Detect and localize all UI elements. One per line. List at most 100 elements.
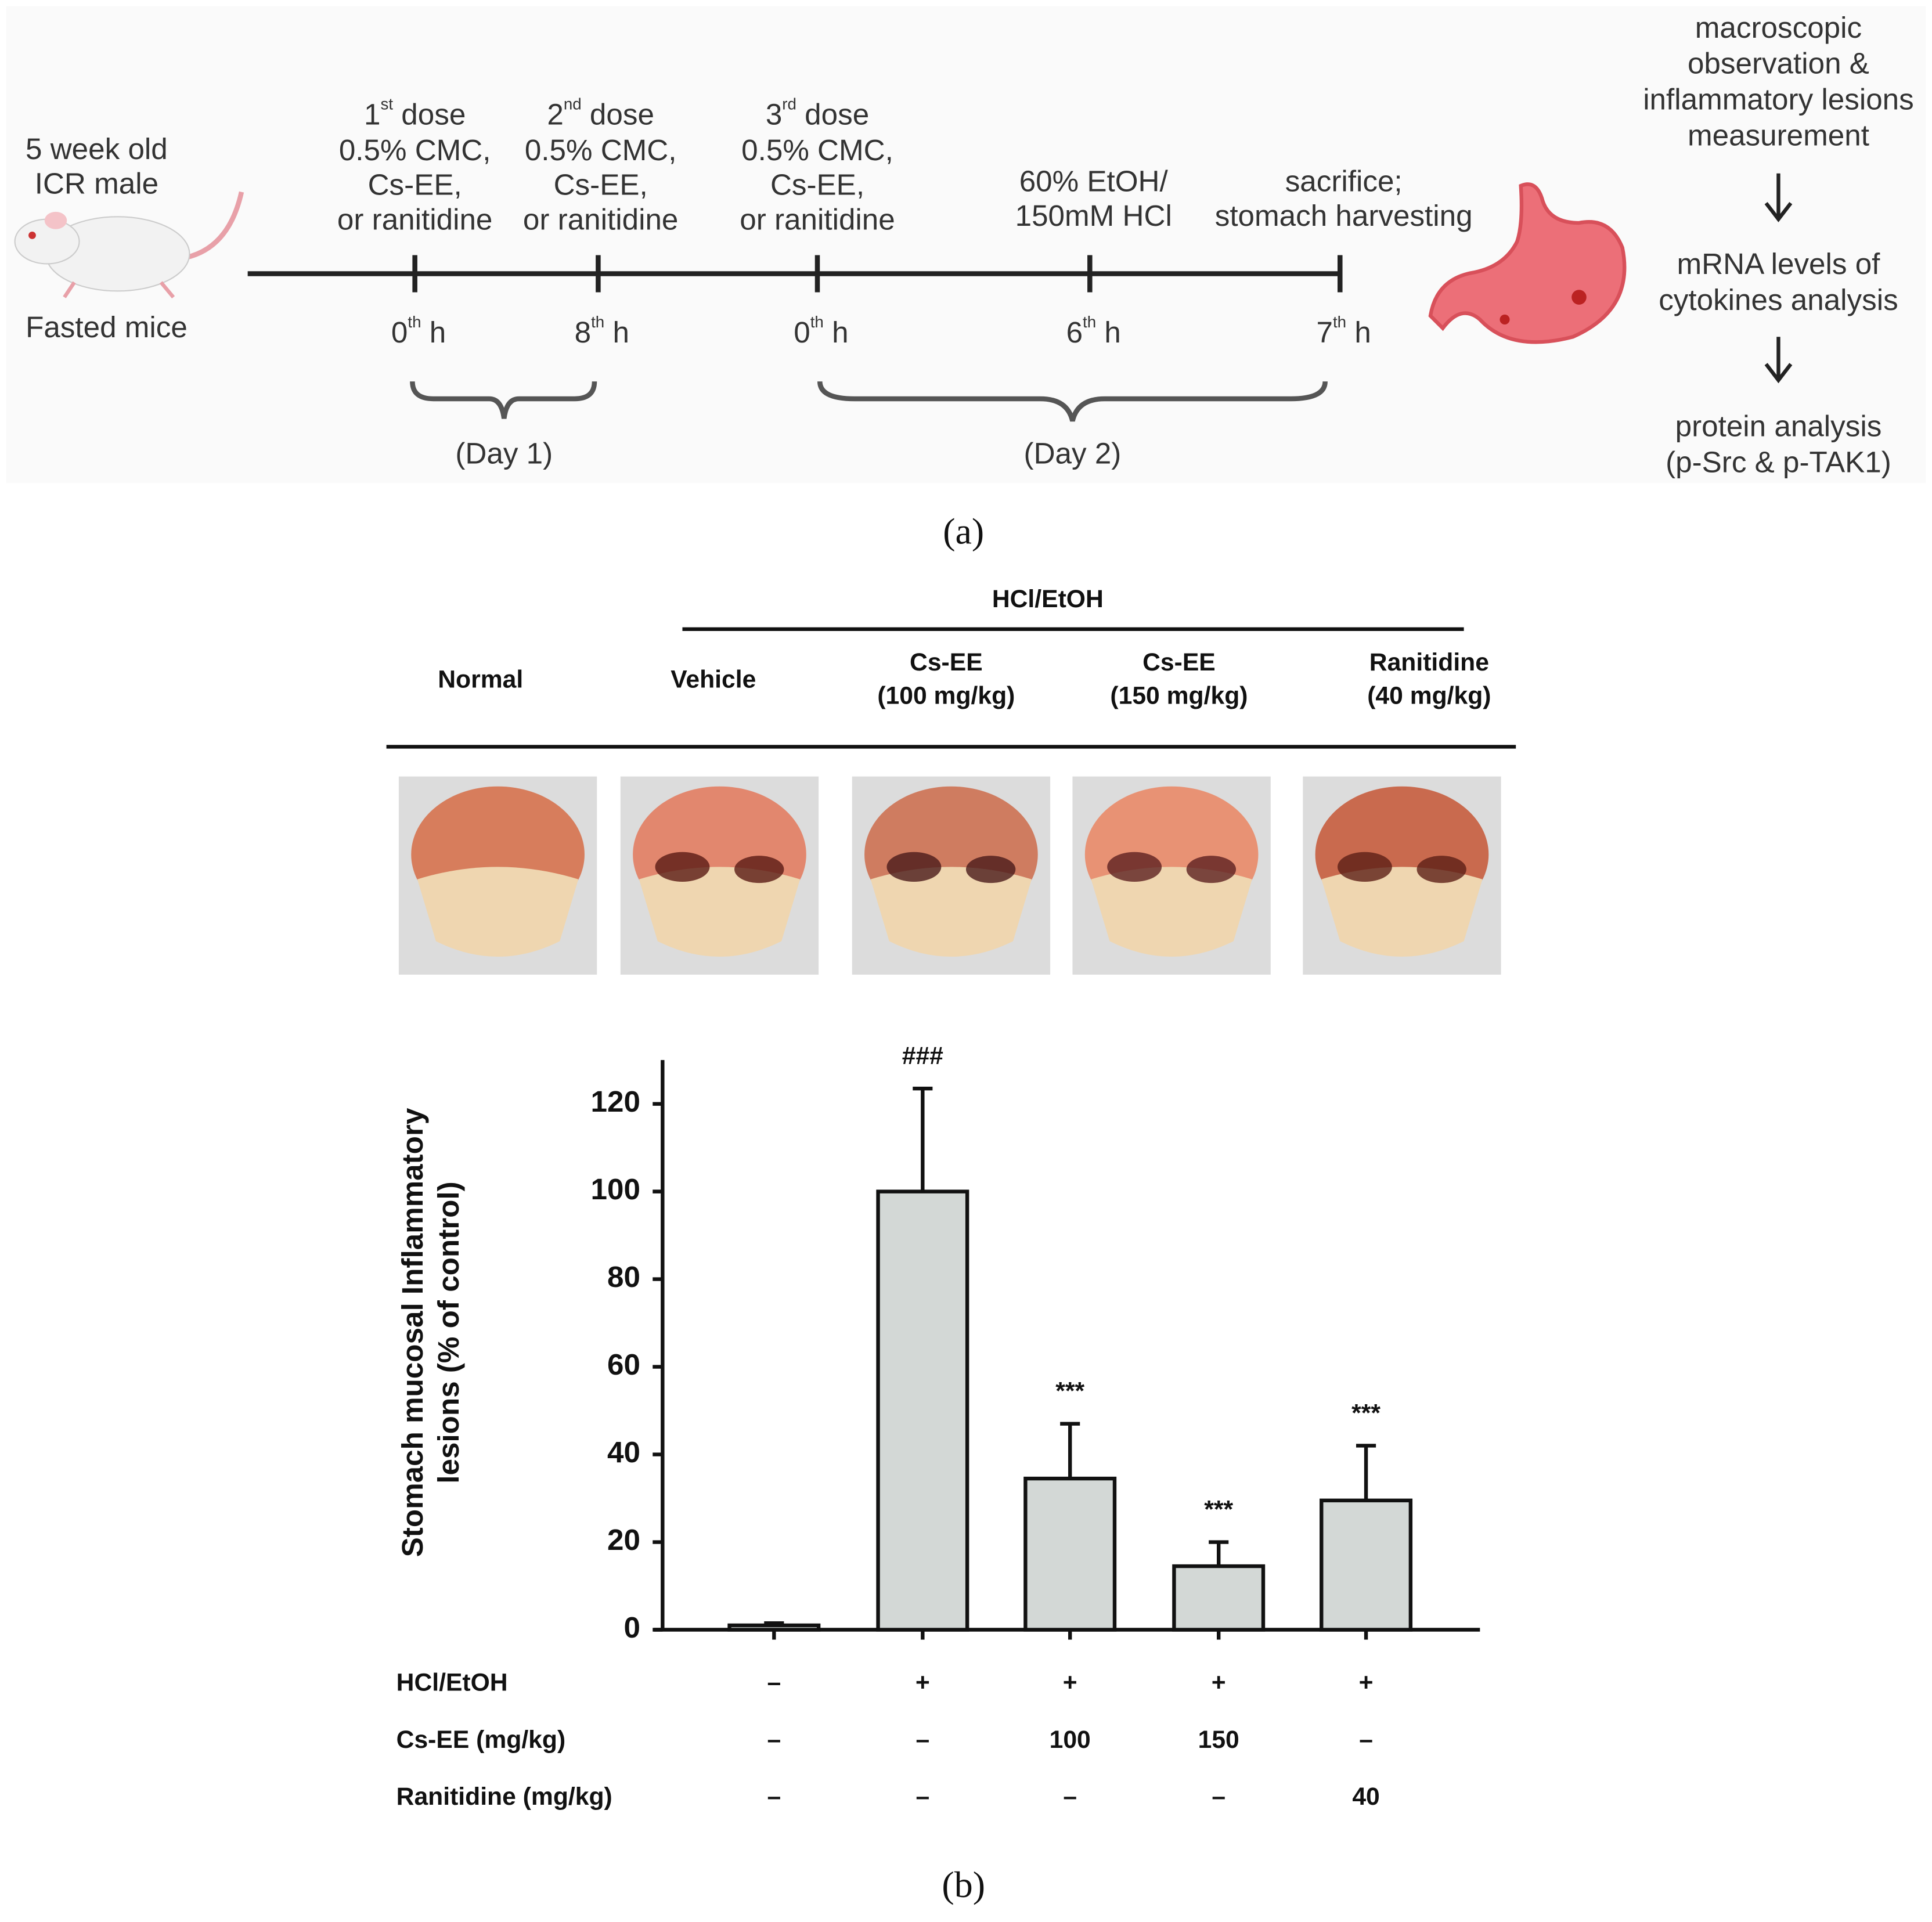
- number: 3: [766, 98, 782, 131]
- superscript: th: [1333, 313, 1346, 331]
- dose-heading: 3rd dose: [766, 95, 869, 131]
- step-line: cytokines analysis: [1659, 283, 1898, 316]
- day-braces: [410, 381, 1328, 422]
- bar: [1320, 1498, 1413, 1632]
- photo-lesion: [886, 852, 942, 882]
- y-axis-label: Stomach mucosal Inflammatory: [396, 1108, 429, 1557]
- step-line: measurement: [1688, 118, 1869, 152]
- dose-line: Cs-EE,: [554, 168, 648, 201]
- superscript: rd: [782, 95, 796, 113]
- group-label: HCl/EtOH: [992, 585, 1104, 613]
- time-label: 6th h: [1066, 313, 1121, 348]
- error-bar: [1356, 1444, 1376, 1501]
- error-bar: [913, 1087, 933, 1192]
- event-line: sacrifice;: [1285, 164, 1403, 197]
- suffix: h: [1346, 316, 1371, 349]
- column-header: Normal: [438, 666, 523, 694]
- time-label: 0th h: [794, 313, 848, 348]
- column-header: (100 mg/kg): [877, 681, 1015, 709]
- row-cell: +: [1063, 1669, 1077, 1697]
- bar: [876, 1189, 969, 1632]
- superscript: th: [1083, 313, 1096, 331]
- stomach-icon: [1428, 182, 1627, 344]
- event-line: stomach harvesting: [1215, 199, 1473, 232]
- time-label: 0th h: [391, 313, 446, 348]
- row-cell: +: [1212, 1669, 1226, 1697]
- photo-lesion: [1338, 852, 1392, 882]
- y-tick-label: 120: [591, 1085, 640, 1118]
- row-cell: 40: [1352, 1783, 1379, 1811]
- row-cell: –: [767, 1669, 781, 1697]
- mouse-icon: [14, 191, 244, 299]
- panel-label: (b): [942, 1864, 985, 1905]
- dose-heading: 2nd dose: [547, 95, 654, 131]
- significance-label: ***: [1351, 1399, 1380, 1427]
- dose-line: or ranitidine: [523, 203, 678, 236]
- bar: [1023, 1476, 1117, 1632]
- time-label: 8th h: [575, 313, 629, 348]
- error-bar: [1060, 1422, 1080, 1479]
- superscript: th: [591, 313, 604, 331]
- suffix: h: [604, 316, 629, 349]
- significance-label: ***: [1055, 1378, 1084, 1405]
- step-line: inflammatory lesions: [1643, 82, 1914, 116]
- dose-heading: 1st dose: [364, 95, 466, 131]
- error-bar: [1209, 1540, 1229, 1567]
- dose-line: Cs-EE,: [770, 168, 864, 201]
- photo-lesion: [1107, 852, 1162, 882]
- column-header: Cs-EE: [910, 648, 983, 676]
- dose-line: or ranitidine: [337, 203, 492, 236]
- step-line: (p-Src & p-TAK1): [1666, 446, 1891, 479]
- significance-label: ***: [1204, 1495, 1233, 1523]
- step-line: mRNA levels of: [1677, 247, 1881, 280]
- row-label: Ranitidine (mg/kg): [397, 1783, 612, 1811]
- row-cell: +: [1359, 1669, 1374, 1697]
- dose-line: 0.5% CMC,: [741, 134, 893, 167]
- superscript: th: [408, 313, 421, 331]
- day-label: (Day 1): [455, 437, 553, 470]
- dose-line: 0.5% CMC,: [525, 134, 677, 167]
- significance-label: ###: [902, 1042, 943, 1070]
- suffix: h: [824, 316, 849, 349]
- subject-label: Fasted mice: [26, 311, 188, 344]
- row-cell: –: [915, 1783, 929, 1811]
- dose-line: 0.5% CMC,: [339, 134, 491, 167]
- step-line: protein analysis: [1675, 410, 1882, 443]
- photo-tissue: [870, 867, 1032, 957]
- y-tick-label: 60: [607, 1348, 640, 1381]
- photo-lesion: [655, 852, 710, 882]
- number: 8: [575, 316, 591, 349]
- time-label: 7th h: [1317, 313, 1371, 348]
- suffix: h: [421, 316, 446, 349]
- y-axis-label: lesions (% of control): [432, 1181, 465, 1483]
- panel-label: (a): [943, 510, 984, 551]
- photo-lesion: [966, 856, 1016, 884]
- photo-tissue: [639, 867, 801, 957]
- row-label: Cs-EE (mg/kg): [397, 1726, 566, 1754]
- row-cell: +: [915, 1669, 930, 1697]
- day-label: (Day 2): [1024, 437, 1122, 470]
- photo-tissue: [1091, 867, 1252, 957]
- number: 1: [364, 98, 380, 131]
- row-label: HCl/EtOH: [397, 1669, 508, 1697]
- error-bar: [764, 1621, 784, 1625]
- column-header: (150 mg/kg): [1110, 681, 1248, 709]
- y-tick-label: 100: [591, 1173, 640, 1206]
- y-tick-label: 40: [607, 1436, 640, 1469]
- photo-lesion: [1416, 856, 1466, 884]
- y-tick-label: 20: [607, 1523, 640, 1556]
- photo-tissue: [417, 867, 579, 957]
- dose-line: Cs-EE,: [368, 168, 462, 201]
- y-tick-label: 80: [607, 1260, 640, 1293]
- column-header: Vehicle: [671, 666, 756, 694]
- step-line: observation &: [1688, 47, 1869, 80]
- number: 0: [794, 316, 810, 349]
- dose-line: or ranitidine: [740, 203, 895, 236]
- row-cell: –: [767, 1783, 781, 1811]
- row-cell: –: [1359, 1726, 1373, 1754]
- photo-tissue: [1321, 867, 1483, 957]
- column-header: (40 mg/kg): [1367, 681, 1491, 709]
- panel-a-bg: [6, 6, 1926, 484]
- number: 2: [547, 98, 563, 131]
